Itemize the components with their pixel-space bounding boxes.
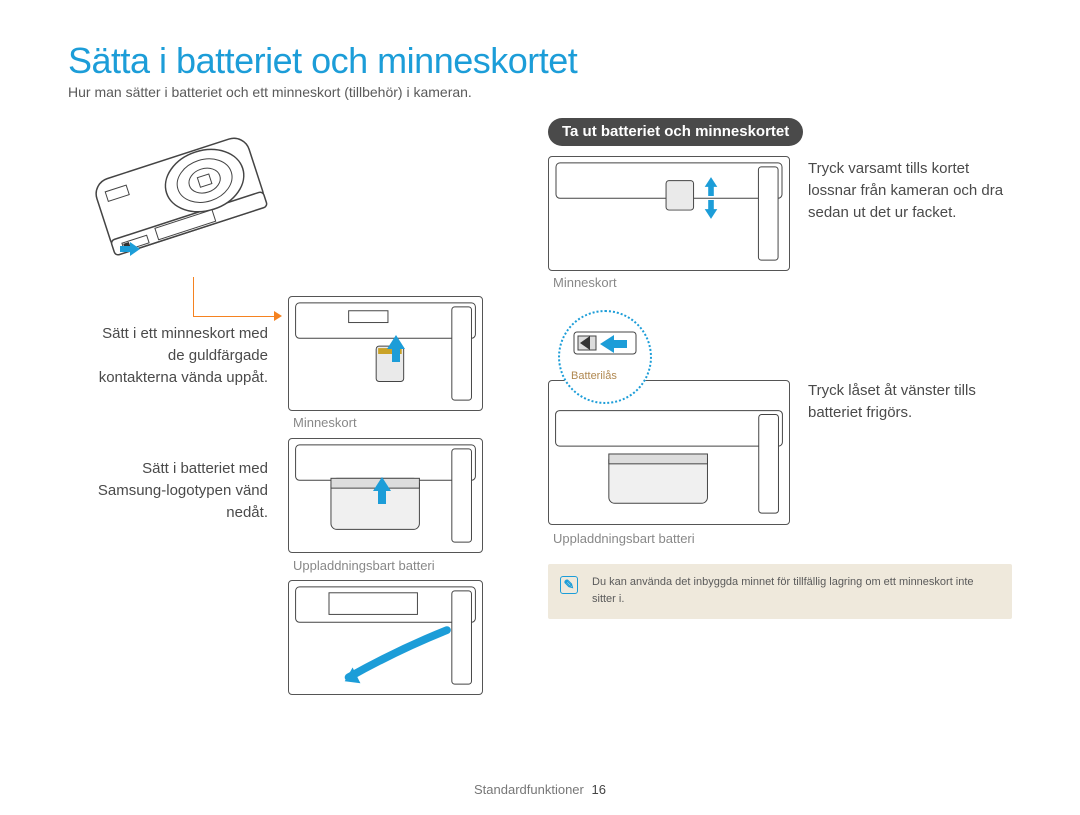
note-icon: ✎ [560,576,578,594]
illus-eject-memorycard [548,156,790,271]
connector-arrowhead-icon [274,311,282,321]
triangle-left-icon [580,336,590,350]
page-title: Sätta i batteriet och minneskortet [68,40,1012,82]
arrow-down-icon [705,209,718,219]
remove-heading-pill: Ta ut batteriet och minneskortet [548,118,803,146]
label-memorycard-left: Minneskort [293,415,357,430]
arrow-up-icon [373,477,391,491]
label-battery-left: Uppladdningsbart batteri [293,558,435,573]
battery-lock-group: Batterilås [548,310,790,555]
arrow-left-icon [600,335,614,353]
connector-line [193,277,278,317]
page-footer: Standardfunktioner 16 [0,782,1080,797]
insert-battery-text: Sätt i batteriet med Samsung-logotypen v… [88,458,268,523]
footer-section: Standardfunktioner [474,782,584,797]
arrow-up-icon [387,335,405,349]
insert-memorycard-text: Sätt i ett minneskort med de guldfärgade… [88,323,268,388]
release-battery-text: Tryck låset åt vänster tills batteriet f… [808,380,1018,424]
footer-page-number: 16 [592,782,606,797]
label-battery-right: Uppladdningsbart batteri [553,531,695,546]
arrow-up-icon [705,177,718,187]
battery-lock-label: Batterilås [571,370,617,382]
label-memorycard-right: Minneskort [553,275,617,290]
content-area: Sätt i ett minneskort med de guldfärgade… [68,118,1012,758]
battery-lock-circle [558,310,652,404]
note-text: Du kan använda det inbyggda minnet för t… [592,576,974,605]
illus-insert-battery [288,438,483,553]
illus-close-door [288,580,483,695]
note-box: ✎ Du kan använda det inbyggda minnet för… [548,564,1012,619]
illus-insert-memorycard [288,296,483,411]
page-subtitle: Hur man sätter i batteriet och ett minne… [68,84,1012,100]
camera-illustration [78,118,288,273]
eject-memorycard-text: Tryck varsamt tills kortet lossnar från … [808,158,1018,223]
